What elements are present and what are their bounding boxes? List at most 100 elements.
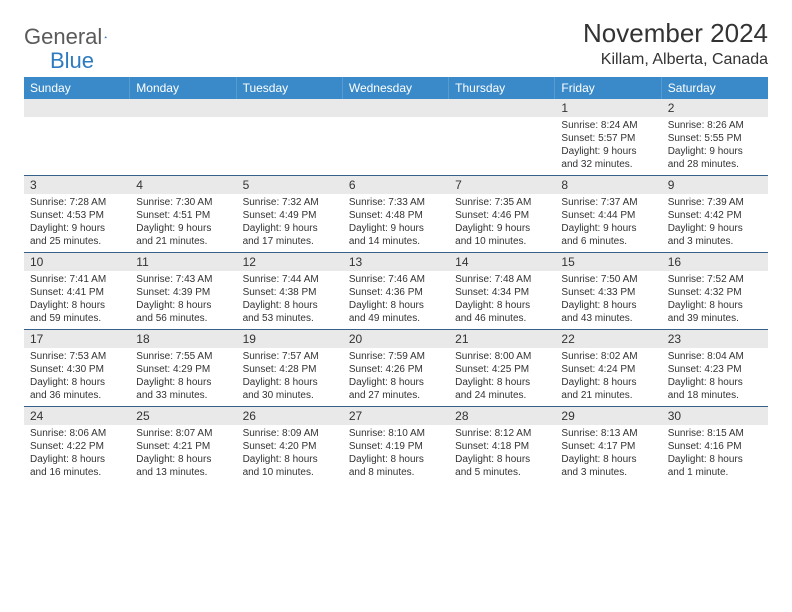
sunset-text: Sunset: 5:55 PM: [668, 132, 762, 145]
daylight-text-2: and 32 minutes.: [561, 158, 655, 171]
daylight-text-2: and 39 minutes.: [668, 312, 762, 325]
day-header-wed: Wednesday: [343, 77, 449, 99]
day-header-mon: Monday: [130, 77, 236, 99]
daylight-text-2: and 43 minutes.: [561, 312, 655, 325]
daylight-text-1: Daylight: 9 hours: [561, 145, 655, 158]
day-cell: Sunrise: 8:02 AMSunset: 4:24 PMDaylight:…: [555, 348, 661, 406]
day-number: 29: [555, 407, 661, 425]
day-cell: [24, 117, 130, 175]
sunset-text: Sunset: 4:25 PM: [455, 363, 549, 376]
day-cell: Sunrise: 8:06 AMSunset: 4:22 PMDaylight:…: [24, 425, 130, 483]
day-cell: Sunrise: 8:26 AMSunset: 5:55 PMDaylight:…: [662, 117, 768, 175]
day-cell: Sunrise: 7:37 AMSunset: 4:44 PMDaylight:…: [555, 194, 661, 252]
sunset-text: Sunset: 4:33 PM: [561, 286, 655, 299]
sunrise-text: Sunrise: 7:41 AM: [30, 273, 124, 286]
daylight-text-2: and 25 minutes.: [30, 235, 124, 248]
day-number: 26: [237, 407, 343, 425]
daylight-text-1: Daylight: 9 hours: [455, 222, 549, 235]
day-cell: [237, 117, 343, 175]
day-header-tue: Tuesday: [237, 77, 343, 99]
sunrise-text: Sunrise: 8:12 AM: [455, 427, 549, 440]
day-cell: Sunrise: 7:50 AMSunset: 4:33 PMDaylight:…: [555, 271, 661, 329]
day-number: [24, 99, 130, 117]
sunrise-text: Sunrise: 7:35 AM: [455, 196, 549, 209]
sunrise-text: Sunrise: 7:52 AM: [668, 273, 762, 286]
daylight-text-1: Daylight: 8 hours: [243, 453, 337, 466]
daylight-text-2: and 3 minutes.: [668, 235, 762, 248]
logo-text-blue: Blue: [24, 48, 94, 73]
sunrise-text: Sunrise: 7:55 AM: [136, 350, 230, 363]
sunset-text: Sunset: 4:51 PM: [136, 209, 230, 222]
week-num-row: 17181920212223: [24, 329, 768, 348]
daylight-text-2: and 21 minutes.: [136, 235, 230, 248]
sunrise-text: Sunrise: 8:13 AM: [561, 427, 655, 440]
sunrise-text: Sunrise: 7:44 AM: [243, 273, 337, 286]
daylight-text-2: and 28 minutes.: [668, 158, 762, 171]
calendar-header-row: Sunday Monday Tuesday Wednesday Thursday…: [24, 77, 768, 99]
sunset-text: Sunset: 4:23 PM: [668, 363, 762, 376]
day-cell: Sunrise: 8:07 AMSunset: 4:21 PMDaylight:…: [130, 425, 236, 483]
day-cell: Sunrise: 7:55 AMSunset: 4:29 PMDaylight:…: [130, 348, 236, 406]
logo-text-gray: General: [24, 24, 102, 50]
daylight-text-2: and 59 minutes.: [30, 312, 124, 325]
daylight-text-2: and 36 minutes.: [30, 389, 124, 402]
daylight-text-2: and 14 minutes.: [349, 235, 443, 248]
daylight-text-1: Daylight: 8 hours: [243, 299, 337, 312]
daylight-text-1: Daylight: 8 hours: [349, 299, 443, 312]
day-number: 22: [555, 330, 661, 348]
daylight-text-2: and 10 minutes.: [455, 235, 549, 248]
daylight-text-2: and 30 minutes.: [243, 389, 337, 402]
day-cell: Sunrise: 7:28 AMSunset: 4:53 PMDaylight:…: [24, 194, 130, 252]
sunset-text: Sunset: 4:38 PM: [243, 286, 337, 299]
day-header-thu: Thursday: [449, 77, 555, 99]
sunset-text: Sunset: 4:30 PM: [30, 363, 124, 376]
day-number: 8: [555, 176, 661, 194]
daylight-text-1: Daylight: 9 hours: [243, 222, 337, 235]
sunset-text: Sunset: 4:29 PM: [136, 363, 230, 376]
daylight-text-2: and 49 minutes.: [349, 312, 443, 325]
sunset-text: Sunset: 5:57 PM: [561, 132, 655, 145]
sunrise-text: Sunrise: 7:48 AM: [455, 273, 549, 286]
daylight-text-2: and 3 minutes.: [561, 466, 655, 479]
day-cell: Sunrise: 7:57 AMSunset: 4:28 PMDaylight:…: [237, 348, 343, 406]
daylight-text-1: Daylight: 8 hours: [243, 376, 337, 389]
day-cell: Sunrise: 7:53 AMSunset: 4:30 PMDaylight:…: [24, 348, 130, 406]
sunset-text: Sunset: 4:17 PM: [561, 440, 655, 453]
day-cell: Sunrise: 7:43 AMSunset: 4:39 PMDaylight:…: [130, 271, 236, 329]
day-cell: Sunrise: 7:48 AMSunset: 4:34 PMDaylight:…: [449, 271, 555, 329]
sunset-text: Sunset: 4:53 PM: [30, 209, 124, 222]
sunrise-text: Sunrise: 7:28 AM: [30, 196, 124, 209]
day-cell: Sunrise: 7:44 AMSunset: 4:38 PMDaylight:…: [237, 271, 343, 329]
daylight-text-1: Daylight: 9 hours: [349, 222, 443, 235]
logo-sail-icon: [104, 28, 107, 46]
week-num-row: 24252627282930: [24, 406, 768, 425]
sunrise-text: Sunrise: 8:07 AM: [136, 427, 230, 440]
sunset-text: Sunset: 4:24 PM: [561, 363, 655, 376]
sunset-text: Sunset: 4:26 PM: [349, 363, 443, 376]
sunrise-text: Sunrise: 7:43 AM: [136, 273, 230, 286]
day-number: 24: [24, 407, 130, 425]
day-cell: Sunrise: 8:00 AMSunset: 4:25 PMDaylight:…: [449, 348, 555, 406]
day-header-fri: Friday: [555, 77, 661, 99]
logo: General: [24, 18, 126, 50]
daylight-text-2: and 53 minutes.: [243, 312, 337, 325]
sunrise-text: Sunrise: 8:09 AM: [243, 427, 337, 440]
sunrise-text: Sunrise: 8:10 AM: [349, 427, 443, 440]
week-num-row: 3456789: [24, 175, 768, 194]
day-number: 19: [237, 330, 343, 348]
daylight-text-1: Daylight: 9 hours: [136, 222, 230, 235]
daylight-text-1: Daylight: 8 hours: [561, 299, 655, 312]
day-number: [449, 99, 555, 117]
sunrise-text: Sunrise: 8:24 AM: [561, 119, 655, 132]
daylight-text-2: and 24 minutes.: [455, 389, 549, 402]
daylight-text-2: and 27 minutes.: [349, 389, 443, 402]
sunrise-text: Sunrise: 8:26 AM: [668, 119, 762, 132]
day-number: 13: [343, 253, 449, 271]
day-number: 20: [343, 330, 449, 348]
day-cell: [449, 117, 555, 175]
day-cell: Sunrise: 7:52 AMSunset: 4:32 PMDaylight:…: [662, 271, 768, 329]
daylight-text-2: and 56 minutes.: [136, 312, 230, 325]
day-number: 10: [24, 253, 130, 271]
day-number: 11: [130, 253, 236, 271]
sunrise-text: Sunrise: 7:32 AM: [243, 196, 337, 209]
